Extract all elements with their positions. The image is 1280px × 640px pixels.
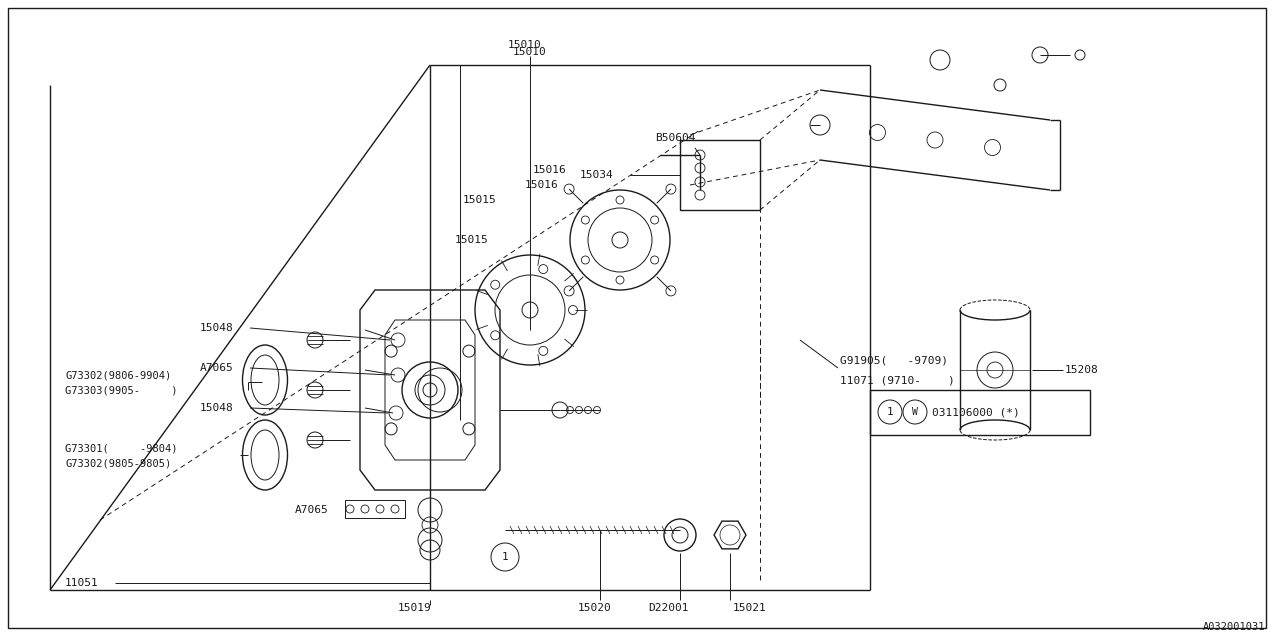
Text: A7065: A7065 [294, 505, 329, 515]
Text: 15048: 15048 [200, 323, 234, 333]
Text: B50604: B50604 [655, 133, 695, 143]
Text: 15208: 15208 [1065, 365, 1098, 375]
Text: A7065: A7065 [200, 363, 234, 373]
Text: 15015: 15015 [454, 235, 489, 245]
Text: 11051: 11051 [65, 578, 99, 588]
Text: 1: 1 [887, 407, 893, 417]
Text: 15016: 15016 [525, 180, 559, 190]
Bar [346, 500, 404, 518]
Text: 15016: 15016 [532, 165, 567, 175]
Text: G73303(9905-     ): G73303(9905- ) [65, 385, 178, 395]
Text: G73302(9806-9904): G73302(9806-9904) [65, 370, 172, 380]
Text: 15020: 15020 [579, 603, 612, 613]
Text: 15010: 15010 [513, 47, 547, 57]
Text: 15021: 15021 [733, 603, 767, 613]
Text: 15015: 15015 [463, 195, 497, 205]
Text: A032001031: A032001031 [1202, 622, 1265, 632]
Bar [870, 390, 1091, 435]
Text: 15010: 15010 [508, 40, 541, 50]
Text: 11071 (9710-    ): 11071 (9710- ) [840, 375, 955, 385]
Text: D22001: D22001 [648, 603, 689, 613]
Text: W: W [913, 407, 918, 417]
Text: G91905(   -9709): G91905( -9709) [840, 355, 948, 365]
Text: 1: 1 [502, 552, 508, 562]
Text: 15019: 15019 [398, 603, 431, 613]
Text: 15048: 15048 [200, 403, 234, 413]
Text: G73302(9805-9805): G73302(9805-9805) [65, 458, 172, 468]
Text: 15034: 15034 [580, 170, 613, 180]
Text: 031106000 (*): 031106000 (*) [932, 407, 1020, 417]
Text: G73301(     -9804): G73301( -9804) [65, 443, 178, 453]
